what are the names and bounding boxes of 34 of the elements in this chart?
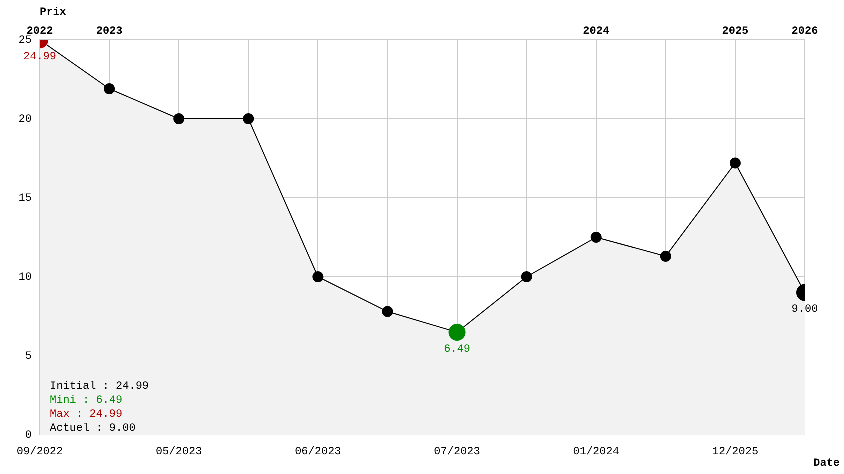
point: [382, 306, 394, 318]
text: 2025: [722, 26, 750, 38]
data-label: 9.00: [792, 304, 818, 316]
point: [521, 272, 532, 282]
x-tick-label: 12/2025: [712, 446, 759, 459]
y-tick-label: 25: [18, 34, 32, 47]
point: [243, 114, 254, 124]
point: [730, 158, 741, 169]
point: [660, 250, 672, 262]
annotation: Max : 24.99: [50, 408, 123, 421]
y-axis-title: Prix: [40, 6, 67, 19]
x-tick-label: 07/2023: [434, 446, 480, 459]
text: 2023: [96, 26, 124, 38]
y-tick-label: 15: [18, 192, 32, 205]
x-tick-label: 05/2023: [156, 446, 202, 459]
annotation: Initial : 24.99: [50, 380, 150, 393]
annotation: Mini : 6.49: [50, 394, 123, 407]
y-tick-label: 10: [18, 272, 32, 284]
point: [590, 232, 602, 243]
point: [312, 272, 324, 282]
y-tick-label: 5: [25, 350, 32, 363]
annotation: Actuel : 9.00: [50, 422, 136, 435]
point: [104, 83, 116, 94]
text: 2026: [792, 26, 818, 38]
y-tick-label: 0: [25, 430, 32, 442]
y-tick-label: 20: [18, 114, 32, 126]
x-tick-label: 09/2022: [16, 446, 64, 459]
data-label: 24.99: [23, 52, 57, 64]
point: [174, 114, 185, 124]
data-label: 6.49: [444, 344, 470, 356]
text: 2024: [583, 26, 610, 38]
x-axis-title: Date: [814, 458, 840, 470]
x-tick-label: 01/2024: [573, 446, 620, 459]
x-tick-label: 06/2023: [295, 446, 342, 459]
